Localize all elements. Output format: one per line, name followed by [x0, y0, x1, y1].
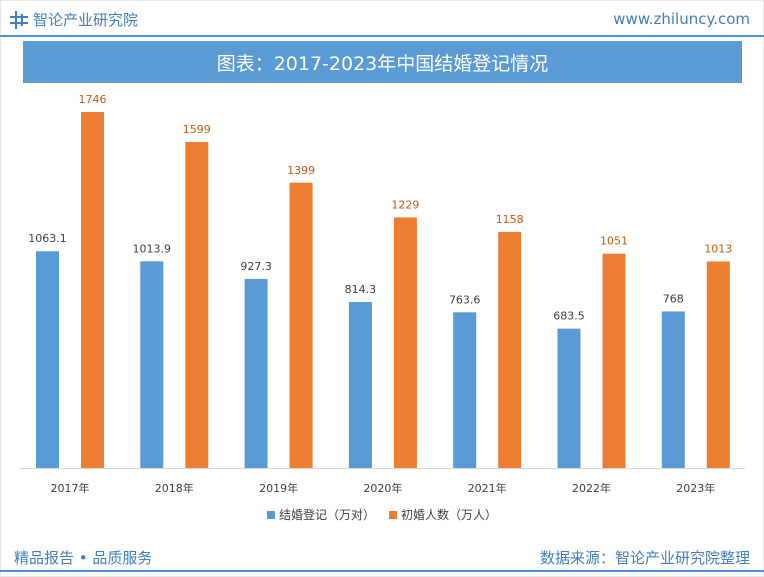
- legend-swatch-series-2: [389, 511, 397, 519]
- data-label-series-1: 683.5: [553, 310, 585, 323]
- footer-source: 数据来源：智论产业研究院整理: [539, 549, 750, 567]
- data-label-series-2: 1399: [287, 164, 315, 177]
- data-label-series-2: 1599: [183, 123, 211, 136]
- data-label-series-1: 768: [663, 292, 684, 305]
- x-tick-label: 2017年: [51, 481, 90, 495]
- chart-title-bar: 图表：2017-2023年中国结婚登记情况: [23, 41, 742, 83]
- data-label-series-2: 1746: [79, 93, 107, 106]
- bar-series-1: [244, 278, 268, 468]
- bar-series-2: [393, 217, 417, 468]
- bar-series-2: [81, 112, 104, 468]
- legend-label-series-2: 初婚人数（万人）: [401, 507, 497, 522]
- bar-series-2: [706, 261, 730, 468]
- chart-title: 图表：2017-2023年中国结婚登记情况: [216, 52, 549, 75]
- bar-series-2: [185, 141, 209, 468]
- data-label-series-1: 1063.1: [28, 232, 67, 245]
- x-tick-label: 2018年: [155, 481, 194, 495]
- bar-series-1: [557, 328, 581, 468]
- x-tick-label: 2022年: [572, 481, 611, 495]
- data-label-series-2: 1051: [600, 235, 628, 248]
- site-url[interactable]: www.zhiluncy.com: [613, 10, 750, 28]
- x-tick-label: 2021年: [468, 481, 507, 495]
- data-label-series-1: 814.3: [345, 283, 377, 296]
- bar-series-1: [661, 311, 685, 468]
- x-tick-label: 2020年: [363, 481, 402, 495]
- bar-series-1: [140, 261, 164, 468]
- x-tick-label: 2019年: [259, 481, 298, 495]
- header-divider: [0, 35, 764, 37]
- data-label-series-1: 763.6: [449, 293, 481, 306]
- data-label-series-2: 1158: [496, 213, 524, 226]
- data-label-series-2: 1013: [704, 242, 732, 255]
- legend-label-series-1: 结婚登记（万对）: [279, 507, 375, 522]
- brand: 智论产业研究院: [10, 9, 138, 30]
- bar-series-2: [289, 182, 313, 468]
- bar-series-1: [36, 251, 59, 468]
- footer-slogan: 精品报告 • 品质服务: [14, 549, 153, 567]
- x-tick-label: 2023年: [676, 481, 715, 495]
- bar-series-2: [602, 253, 626, 468]
- data-label-series-1: 927.3: [240, 260, 272, 273]
- brand-logo-icon: [10, 10, 28, 29]
- bar-series-2: [498, 231, 522, 468]
- bar-series-1: [348, 301, 372, 468]
- legend-swatch-series-1: [267, 511, 275, 519]
- data-label-series-2: 1229: [391, 198, 419, 211]
- footer-divider: [0, 570, 764, 572]
- data-label-series-1: 1013.9: [133, 242, 172, 255]
- brand-name: 智论产业研究院: [33, 11, 139, 29]
- bar-series-1: [453, 312, 477, 468]
